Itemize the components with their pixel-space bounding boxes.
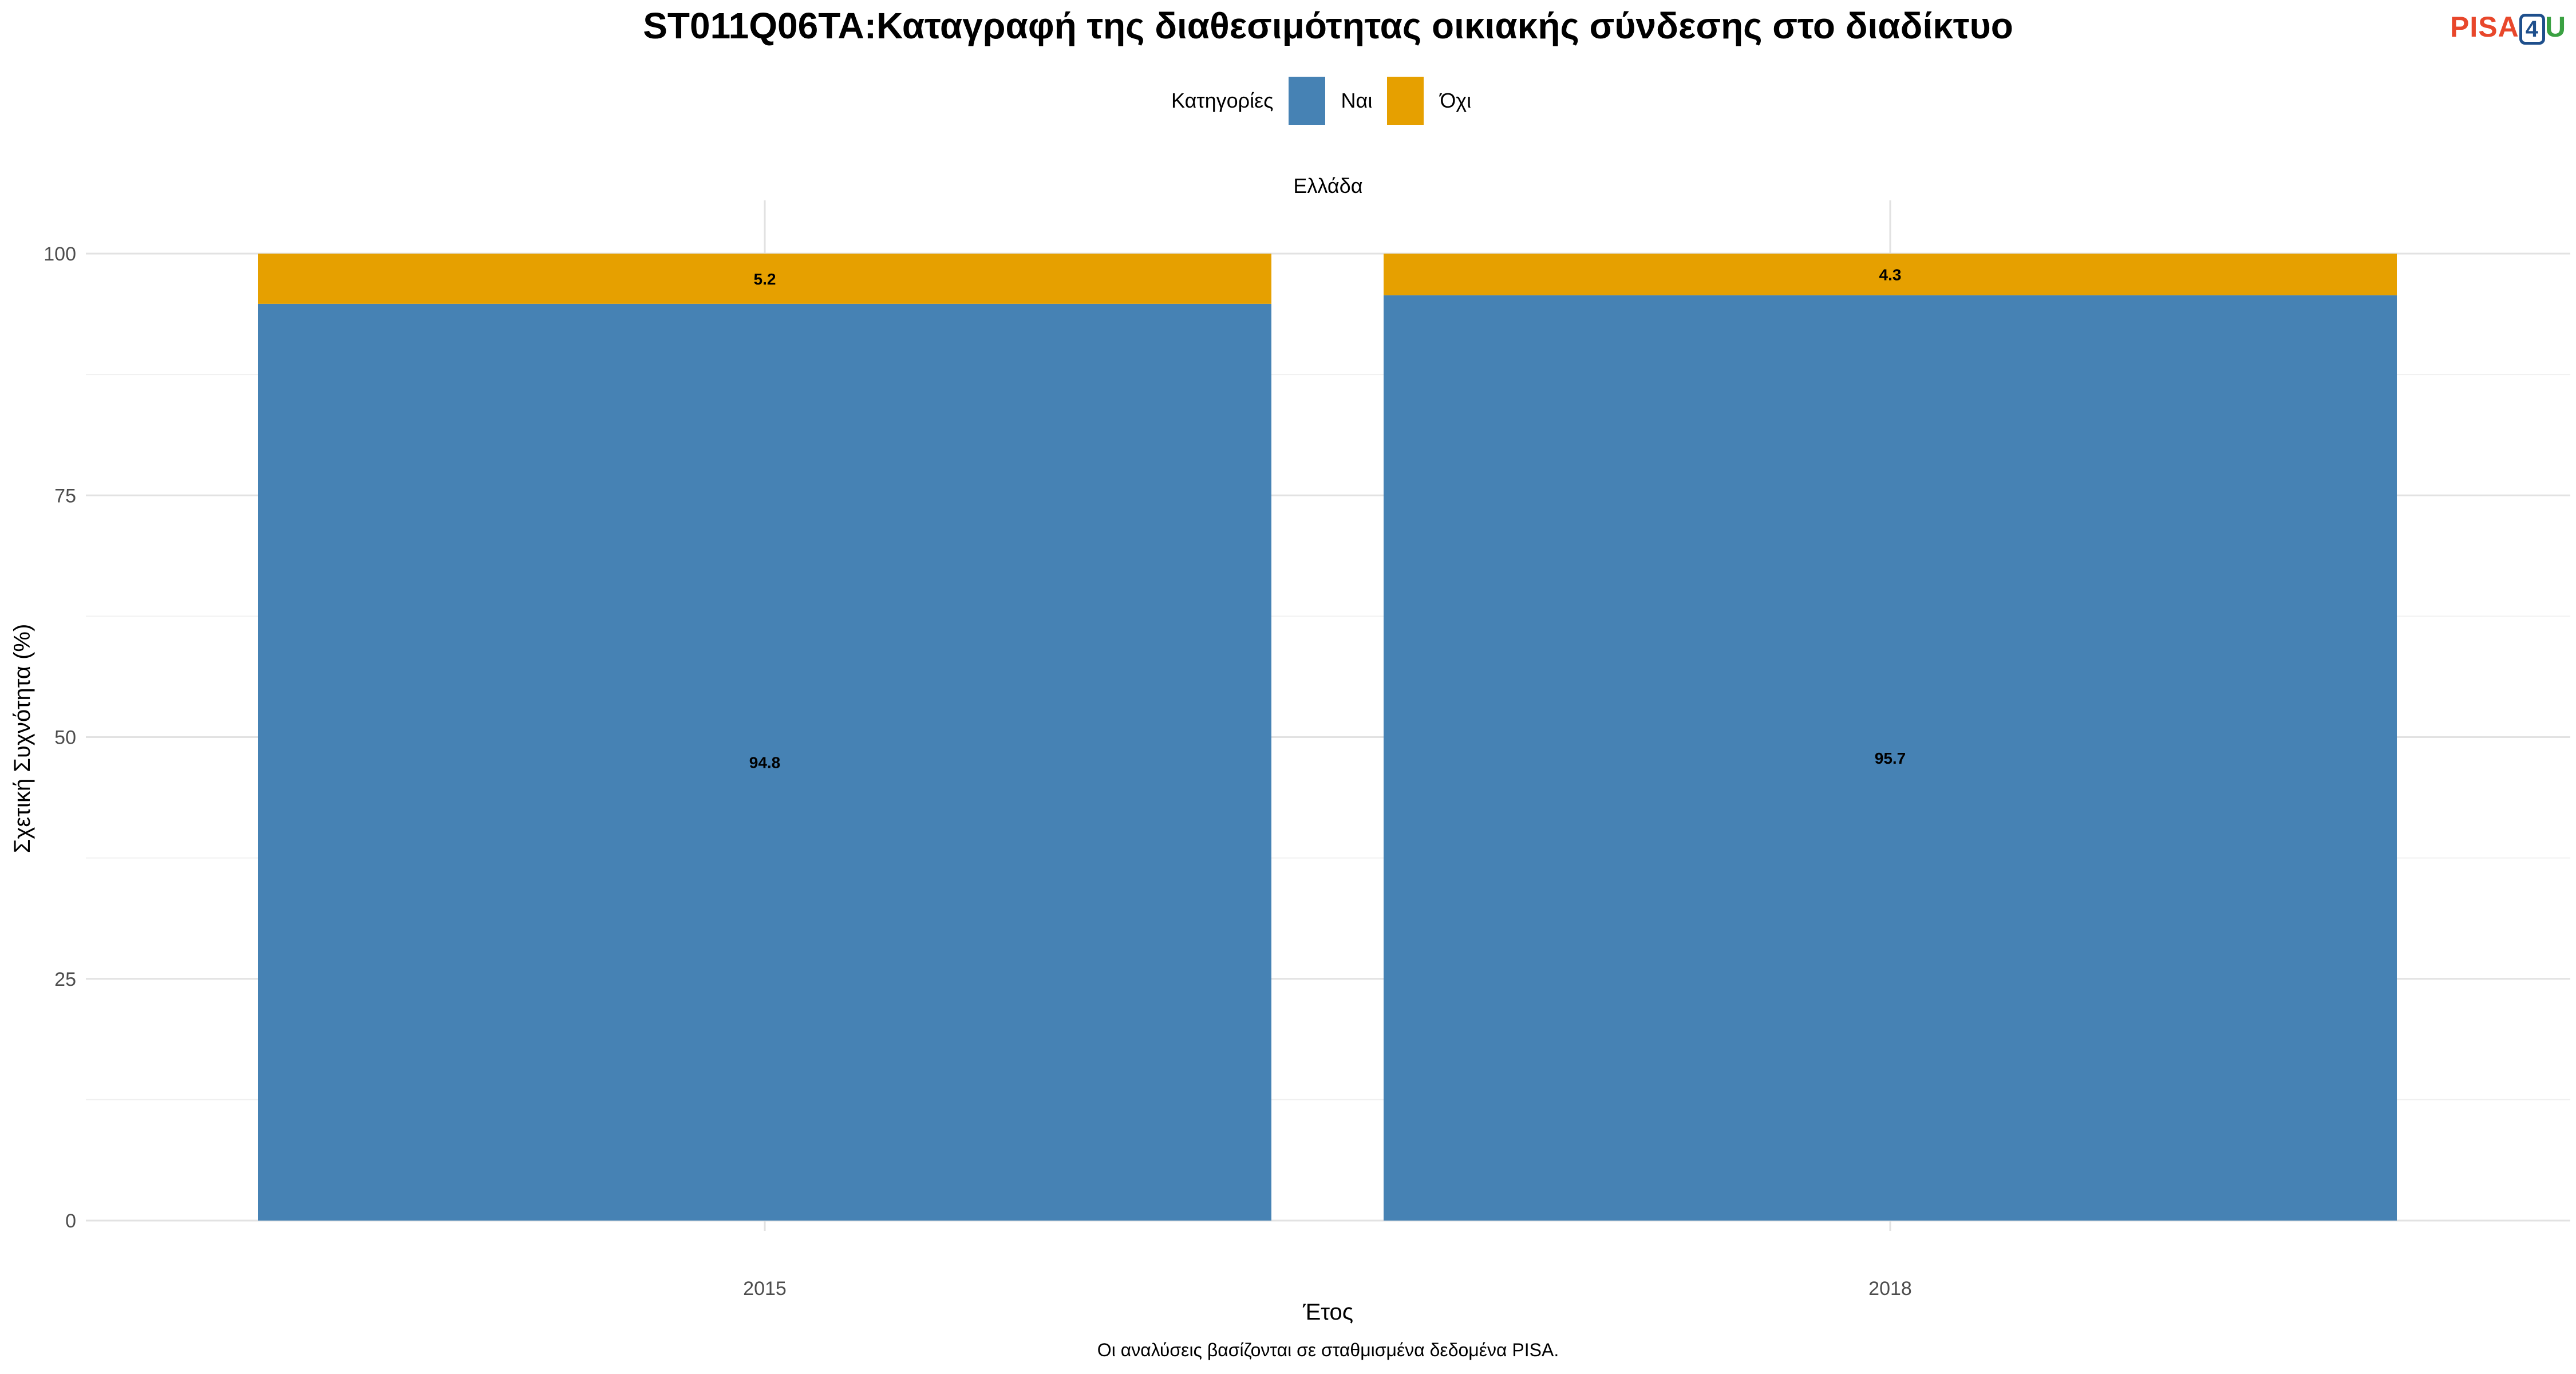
x-axis-title: Έτος bbox=[1302, 1300, 1354, 1325]
y-tick-label: 50 bbox=[54, 727, 76, 749]
legend-label-no: Όχι bbox=[1440, 89, 1472, 112]
bar-2018-no bbox=[1384, 254, 2397, 295]
logo-text-pisa: PISA bbox=[2450, 11, 2519, 43]
data-label-2018-no: 4.3 bbox=[1879, 266, 1902, 283]
facet-label: Ελλάδα bbox=[1293, 174, 1363, 198]
y-tick-label: 100 bbox=[44, 243, 76, 265]
legend-key-no bbox=[1387, 77, 1424, 125]
chart-title: ST011Q06TA:Καταγραφή της διαθεσιμότητας … bbox=[643, 5, 2013, 46]
pisa4u-logo: PISA 4 U bbox=[2450, 10, 2566, 45]
logo-text-u: U bbox=[2545, 11, 2567, 43]
bar-2018-yes bbox=[1384, 295, 2397, 1221]
y-tick-label: 0 bbox=[65, 1210, 76, 1232]
bar-2015-no bbox=[258, 254, 1271, 304]
y-tick-label: 75 bbox=[54, 485, 76, 507]
x-tick-label: 2015 bbox=[743, 1278, 787, 1300]
data-label-2015-no: 5.2 bbox=[754, 270, 776, 288]
data-label-2015-yes: 94.8 bbox=[749, 753, 781, 771]
legend-title: Κατηγορίες bbox=[1171, 89, 1274, 112]
data-label-2018-yes: 95.7 bbox=[1875, 749, 1906, 767]
logo-text-4: 4 bbox=[2519, 14, 2545, 45]
caption: Οι αναλύσεις βασίζονται σε σταθμισμένα δ… bbox=[1097, 1340, 1559, 1360]
x-tick-label: 2018 bbox=[1868, 1278, 1912, 1300]
y-tick-label: 25 bbox=[54, 969, 76, 990]
y-axis-title: Σχετική Συχνότητα (%) bbox=[10, 624, 35, 854]
bar-2015-yes bbox=[258, 303, 1271, 1221]
legend: Κατηγορίες Ναι Όχι bbox=[1171, 77, 1471, 125]
legend-key-yes bbox=[1288, 77, 1325, 125]
legend-label-yes: Ναι bbox=[1341, 89, 1373, 112]
